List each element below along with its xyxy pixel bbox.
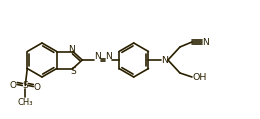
Text: N: N [203, 37, 209, 47]
Text: N: N [105, 52, 112, 61]
Text: N: N [161, 55, 168, 64]
Text: S: S [70, 67, 76, 75]
Text: OH: OH [193, 72, 207, 82]
Text: N: N [94, 52, 101, 61]
Text: S: S [22, 81, 28, 90]
Text: CH₃: CH₃ [17, 98, 33, 107]
Text: O: O [10, 82, 17, 91]
Text: N: N [68, 45, 75, 54]
Text: O: O [34, 84, 41, 92]
